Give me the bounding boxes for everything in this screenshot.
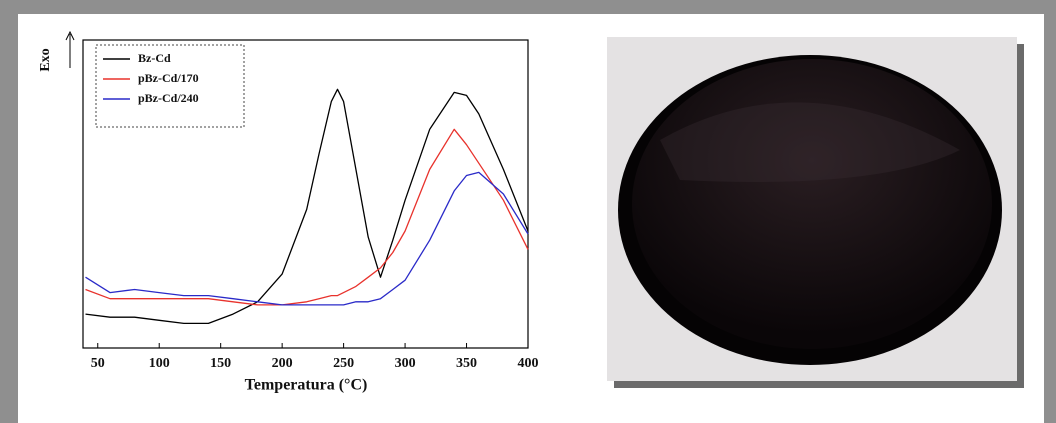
y-axis-label: Exo [38, 48, 53, 71]
x-tick-label: 200 [272, 356, 293, 371]
legend-label: Bz-Cd [138, 51, 171, 65]
series-line [85, 171, 529, 306]
photo [607, 37, 1024, 388]
x-tick-label: 50 [91, 356, 105, 371]
legend-label: pBz-Cd/170 [138, 71, 199, 85]
x-tick-label: 100 [149, 356, 170, 371]
series-line [85, 128, 529, 306]
x-tick-label: 400 [518, 356, 539, 371]
legend-box [95, 44, 245, 128]
x-axis-label: Temperatura (°C) [245, 377, 368, 394]
x-tick-label: 350 [456, 356, 477, 371]
y-arrow [65, 30, 75, 68]
x-tick-label: 150 [210, 356, 231, 371]
series-line [85, 88, 529, 325]
x-tick-label: 250 [333, 356, 354, 371]
plot-frame [82, 39, 529, 349]
x-tick-label: 300 [395, 356, 416, 371]
legend-label: pBz-Cd/240 [138, 91, 199, 105]
